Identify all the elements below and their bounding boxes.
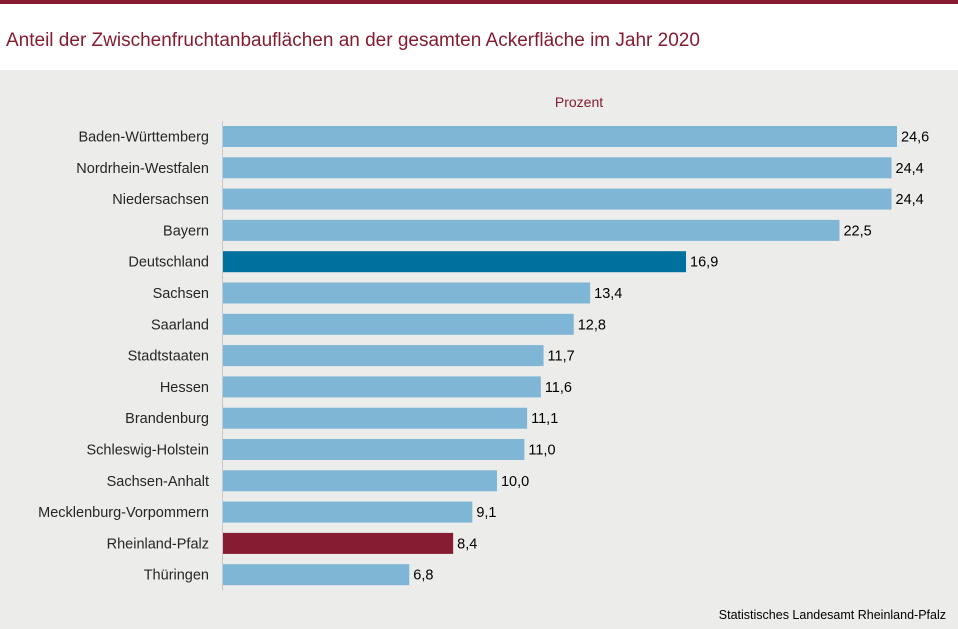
bar-rheinland-pfalz [223, 532, 454, 554]
bar-nordrhein-westfalen [223, 157, 892, 179]
bars-layer: Prozent Baden-Württemberg 24,6 Nordrhein-We… [38, 94, 929, 591]
value-label-hessen: 11,6 [545, 380, 572, 396]
value-label-mecklenburg-vorpommern: 9,1 [476, 505, 496, 521]
bar-baden-württemberg [223, 126, 897, 147]
category-label-mecklenburg-vorpommern: Mecklenburg-Vorpommern [38, 505, 209, 521]
category-label-deutschland: Deutschland [128, 255, 209, 271]
category-label-brandenburg: Brandenburg [125, 411, 209, 427]
value-label-deutschland: 16,9 [690, 255, 718, 271]
category-label-sachsen: Sachsen [153, 286, 209, 302]
value-label-rheinland-pfalz: 8,4 [457, 536, 477, 552]
category-label-bayern: Bayern [163, 223, 209, 239]
bar-sachsen [223, 282, 591, 304]
top-accent-rule [0, 0, 958, 4]
category-label-saarland: Saarland [151, 317, 209, 333]
bar-niedersachsen [223, 188, 892, 210]
category-label-stadtstaaten: Stadtstaaten [128, 349, 209, 365]
category-label-rheinland-pfalz: Rheinland-Pfalz [107, 536, 209, 552]
value-label-brandenburg: 11,1 [531, 411, 558, 427]
bar-saarland [223, 313, 574, 335]
title-band [0, 4, 958, 70]
category-label-thüringen: Thüringen [144, 568, 209, 584]
value-label-nordrhein-westfalen: 24,4 [896, 161, 924, 177]
category-label-sachsen-anhalt: Sachsen-Anhalt [107, 474, 209, 490]
bar-bayern [223, 219, 840, 241]
value-label-thüringen: 6,8 [413, 568, 433, 584]
value-label-stadtstaaten: 11,7 [548, 349, 575, 365]
category-label-schleswig-holstein: Schleswig-Holstein [87, 443, 210, 459]
category-label-niedersachsen: Niedersachsen [112, 192, 209, 208]
category-label-baden-württemberg: Baden-Württemberg [78, 130, 209, 146]
value-label-bayern: 22,5 [843, 223, 871, 239]
category-label-nordrhein-westfalen: Nordrhein-Westfalen [76, 161, 209, 177]
value-label-sachsen: 13,4 [594, 286, 622, 302]
bar-sachsen-anhalt [223, 470, 497, 492]
value-label-niedersachsen: 24,4 [896, 192, 924, 208]
source-credit: Statistisches Landesamt Rheinland-Pfalz [718, 608, 946, 622]
bar-brandenburg [223, 407, 528, 429]
bar-hessen [223, 376, 541, 398]
chart-title: Anteil der Zwischenfruchtanbauflächen an… [6, 30, 700, 51]
bar-thüringen [223, 564, 410, 586]
bar-deutschland [223, 251, 687, 273]
unit-label: Prozent [555, 94, 603, 110]
bar-schleswig-holstein [223, 439, 525, 460]
category-label-hessen: Hessen [160, 380, 209, 396]
value-label-schleswig-holstein: 11,0 [528, 443, 555, 459]
bar-stadtstaaten [223, 345, 544, 367]
value-label-sachsen-anhalt: 10,0 [501, 474, 529, 490]
value-label-baden-württemberg: 24,6 [901, 130, 929, 146]
bar-mecklenburg-vorpommern [223, 501, 473, 523]
value-label-saarland: 12,8 [578, 317, 606, 333]
